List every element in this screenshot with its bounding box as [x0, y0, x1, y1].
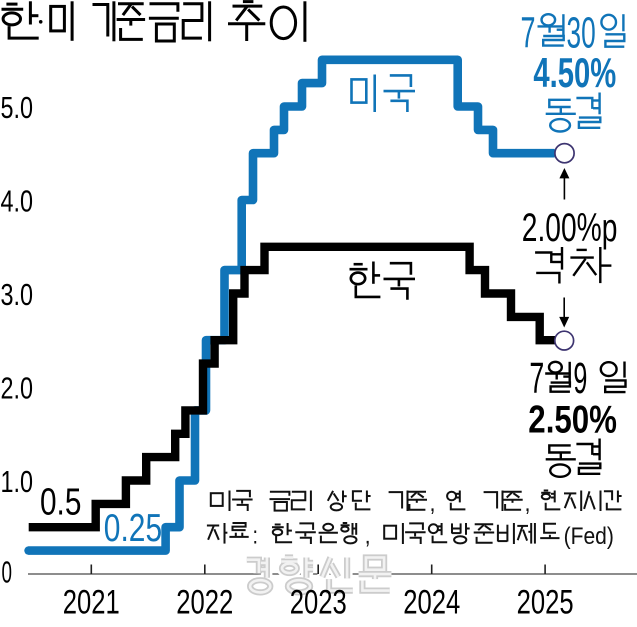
- svg-text:9: 9: [573, 355, 587, 403]
- svg-text:7: 7: [521, 8, 536, 57]
- svg-text:0.5: 0.5: [40, 482, 81, 524]
- svg-text:1.0: 1.0: [1, 464, 34, 499]
- svg-text:(Fed): (Fed): [564, 523, 614, 550]
- svg-text:5.0: 5.0: [1, 90, 34, 125]
- svg-text:4.50%: 4.50%: [533, 50, 616, 96]
- svg-text:0: 0: [2, 555, 13, 590]
- svg-text:2.0: 2.0: [1, 370, 34, 405]
- svg-text:2024: 2024: [403, 584, 460, 622]
- svg-text:2023: 2023: [290, 584, 347, 622]
- svg-text:3.0: 3.0: [1, 277, 34, 312]
- svg-text:,: ,: [365, 523, 371, 550]
- svg-text:2025: 2025: [517, 584, 574, 622]
- svg-text:4.0: 4.0: [1, 183, 34, 218]
- svg-text:2.50%: 2.50%: [528, 399, 617, 442]
- svg-text:2021: 2021: [63, 584, 120, 622]
- svg-text::: :: [253, 523, 259, 550]
- svg-text:,: ,: [430, 490, 436, 517]
- svg-text:0.25: 0.25: [104, 507, 162, 550]
- svg-text:7: 7: [529, 355, 544, 403]
- svg-text:,: ,: [525, 490, 531, 517]
- svg-text:30: 30: [567, 8, 596, 57]
- svg-text:2022: 2022: [176, 584, 233, 622]
- svg-text:2.00%p: 2.00%p: [522, 205, 618, 250]
